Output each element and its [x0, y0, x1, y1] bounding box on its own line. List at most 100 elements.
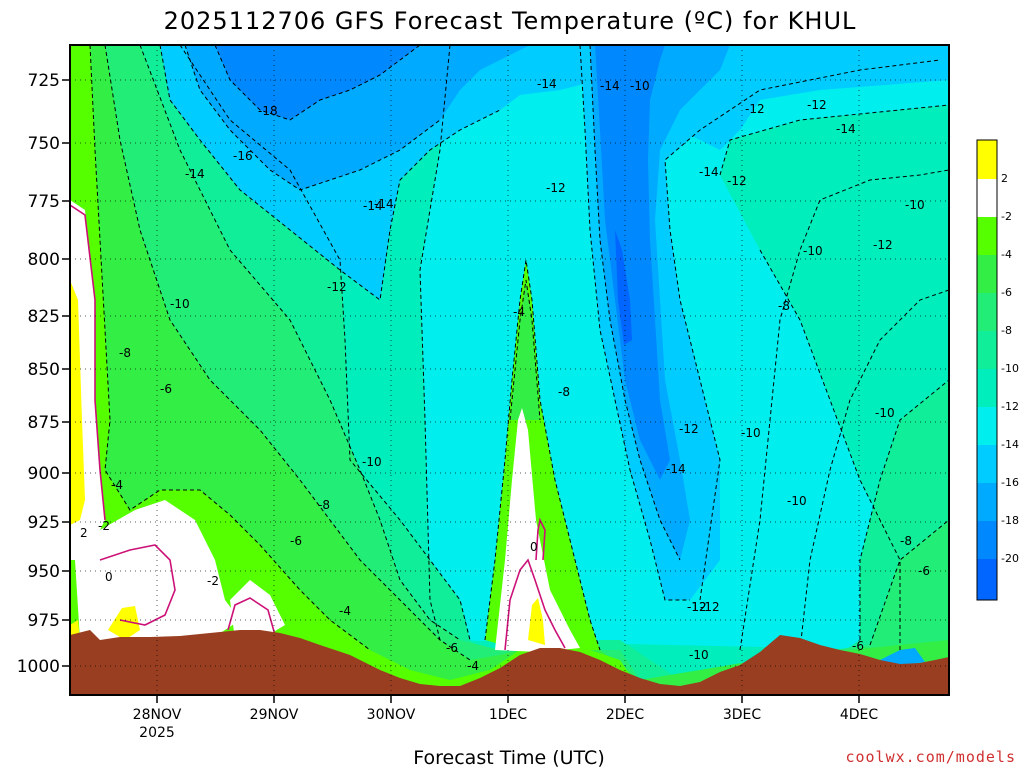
- colorbar-bin: [977, 369, 997, 407]
- y-tick-label: 800: [28, 250, 60, 270]
- band-yellow-left: [70, 280, 85, 525]
- contour-line: [739, 169, 949, 651]
- contour-label: -14: [537, 77, 557, 91]
- contour-line: [214, 45, 421, 121]
- y-axis-ticks: [62, 79, 70, 667]
- contour-label: -6: [852, 639, 864, 653]
- contour-label: -10: [875, 406, 895, 420]
- colorbar-label: -2: [1001, 210, 1012, 223]
- contour-label: -12: [546, 181, 566, 195]
- band-m18-east: [595, 45, 670, 480]
- colorbar-bin: [977, 179, 997, 217]
- ground-surface: [70, 630, 949, 695]
- colorbar-bin: [977, 293, 997, 331]
- contour-label: -6: [446, 641, 458, 655]
- contour-label: 2: [80, 526, 88, 540]
- colorbar: 2 -2 -4 -6 -8 -10 -12 -14 -16 -18 -20: [976, 139, 1019, 601]
- x-axis-ticks: [156, 695, 860, 703]
- x-tick-sublabel: 2025: [139, 725, 175, 741]
- contour-label: -8: [119, 346, 131, 360]
- contour-label: -2: [98, 519, 110, 533]
- y-tick-label: 825: [28, 307, 60, 327]
- zero-contour: [70, 204, 106, 521]
- zero-contour: [535, 517, 546, 561]
- colorbar-label: -20: [1001, 552, 1019, 565]
- contour-label: -10: [787, 494, 807, 508]
- contour-label: -10: [170, 297, 190, 311]
- colorbar-bin: [977, 331, 997, 369]
- x-tick-label: 1DEC: [489, 707, 528, 723]
- band-m18: [215, 45, 420, 120]
- plot-frame: [69, 44, 950, 696]
- contour-line: [869, 519, 949, 646]
- contour-label: -12: [873, 238, 893, 252]
- contour-label: -6: [290, 534, 302, 548]
- band-m04: [70, 45, 640, 695]
- contour-label: -12: [700, 600, 720, 614]
- band-yellow-small1: [108, 606, 140, 640]
- colorbar-bin: [977, 483, 997, 521]
- y-tick-label: 875: [28, 413, 60, 433]
- contour-line: [159, 45, 501, 301]
- spike-m06: [510, 280, 540, 420]
- contour-label: -4: [513, 305, 525, 319]
- y-tick-label: 950: [28, 562, 60, 582]
- contour-label: -14: [185, 167, 205, 181]
- contour-label: -8: [318, 498, 330, 512]
- contour-line: [859, 379, 949, 640]
- y-tick-label: 925: [28, 513, 60, 533]
- colorbar-label: -4: [1001, 248, 1012, 261]
- credit-text: coolwx.com/models: [845, 748, 1016, 766]
- x-tick-label: 28NOV: [133, 707, 182, 723]
- contour-label: -12: [807, 98, 827, 112]
- contour-label: -6: [918, 564, 930, 578]
- colorbar-bin: [977, 217, 997, 255]
- contour-label: -12: [687, 600, 707, 614]
- contour-label: -10: [741, 426, 761, 440]
- colorbar-label: -18: [1001, 514, 1019, 527]
- band-yellow-small2: [528, 598, 545, 645]
- colorbar-bin: [977, 521, 997, 559]
- contour-line: [579, 45, 690, 601]
- band-m20-east: [615, 230, 632, 345]
- contour-label: -14: [374, 197, 394, 211]
- contour-label: -10: [905, 198, 925, 212]
- contour-line: [719, 104, 949, 176]
- contour-label: -12: [679, 422, 699, 436]
- colorbar-bin: [977, 445, 997, 483]
- contour-label: -14: [600, 79, 620, 93]
- contour-line: [184, 45, 441, 191]
- contour-line: [104, 45, 471, 661]
- colorbar-bin: [977, 407, 997, 445]
- contour-label: -10: [362, 455, 382, 469]
- colorbar-label: 2: [1001, 172, 1008, 185]
- colorbar-label: -12: [1001, 400, 1019, 413]
- contour-label: -14: [363, 199, 383, 213]
- contour-highlight-lines: [70, 204, 566, 651]
- x-tick-label: 4DEC: [840, 707, 879, 723]
- contour-line: [799, 289, 949, 651]
- temperature-field: [70, 45, 949, 695]
- y-tick-label: 750: [28, 134, 60, 154]
- contour-label: -12: [327, 280, 347, 294]
- contour-label: -10: [689, 648, 709, 662]
- contour-line: [589, 45, 681, 561]
- y-tick-label: 725: [28, 71, 60, 91]
- colorbar-label: -16: [1001, 476, 1019, 489]
- contour-line: [179, 45, 471, 641]
- contour-label: -12: [687, 600, 707, 614]
- y-axis: 725 750 775 800 825 850 875 900 925 950 …: [17, 71, 70, 677]
- grid-lines: [70, 45, 949, 695]
- band-m16-east-surface: [880, 648, 925, 666]
- x-axis: 28NOV 2025 29NOV 30NOV 1DEC 2DEC 3DEC 4D…: [133, 695, 879, 741]
- y-tick-label: 1000: [17, 657, 60, 677]
- contour-label: -6: [160, 382, 172, 396]
- zero-contour: [99, 544, 176, 626]
- contour-label: -2: [207, 574, 219, 588]
- contour-line: [139, 45, 461, 641]
- colorbar-bin: [977, 255, 997, 293]
- contour-label: -14: [836, 122, 856, 136]
- contour-labels: -18 -16 -14 -14 -14 -12 -10 -8 -6 -4 2 -…: [80, 77, 930, 673]
- contour-label: -4: [467, 659, 479, 673]
